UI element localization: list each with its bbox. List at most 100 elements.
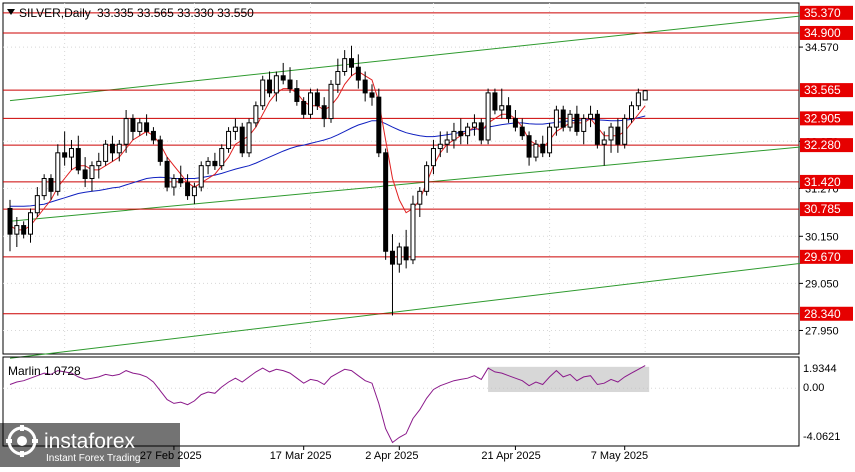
candle-body-down [109, 143, 115, 154]
candle-body-up [430, 148, 436, 167]
candle-body-up [547, 126, 553, 154]
channel-upper-line [9, 12, 830, 102]
candle-body-down [314, 92, 320, 107]
candle-body-up [553, 109, 559, 128]
candle-body-up [499, 105, 505, 111]
price-axis: 34.57027.95029.05030.15031.27032.37035.3… [799, 5, 853, 337]
trend-channel [9, 12, 830, 359]
price-tick-label: 30.150 [805, 231, 839, 243]
candle-body-down [7, 207, 13, 235]
channel-lower-line [9, 143, 830, 222]
candle-body-down [21, 225, 27, 235]
level-price-tag [800, 138, 853, 153]
candle-body-up [410, 203, 416, 261]
candle-body-down [376, 96, 382, 154]
candle-body-up [622, 118, 628, 145]
candle-body-down [506, 105, 512, 120]
candle [547, 122, 553, 158]
price-tick-label: 29.050 [805, 278, 839, 290]
candle [437, 131, 443, 158]
candle-body-up [55, 152, 61, 192]
candle [273, 71, 279, 102]
candle [7, 199, 13, 252]
candle-body-up [219, 148, 225, 167]
candle [41, 174, 47, 200]
level-price-tag [800, 5, 853, 20]
candle-body-up [335, 70, 341, 85]
candle-body-down [75, 148, 81, 171]
candle-body-up [567, 113, 573, 128]
candle [253, 101, 259, 128]
candle [588, 105, 594, 128]
candle [567, 110, 573, 132]
candle [465, 122, 471, 145]
chart-header: SILVER,Daily 33.335 33.565 33.330 33.550 [7, 6, 254, 20]
candle-body-down [458, 130, 464, 137]
price-pane: 34.57027.95029.05030.15031.27032.37035.3… [2, 2, 853, 359]
candle [540, 135, 546, 158]
candle-body-up [485, 92, 491, 141]
level-price-label: 28.340 [804, 307, 841, 321]
ohlc-values: 33.335 33.565 33.330 33.550 [97, 6, 254, 20]
candle [301, 97, 307, 119]
candle-body-up [328, 83, 334, 120]
candle-body-down [287, 79, 293, 90]
candle [485, 88, 491, 145]
collapse-triangle-icon[interactable] [7, 9, 15, 15]
candle-body-up [451, 130, 457, 141]
candle [48, 174, 54, 200]
candle-body-up [226, 130, 232, 150]
candle-body-down [280, 75, 286, 81]
symbol-label: SILVER,Daily [19, 6, 91, 20]
candle-body-down [389, 250, 395, 265]
candle-body-down [82, 169, 88, 180]
level-price-tag [800, 249, 853, 264]
candle [130, 114, 136, 140]
candle [14, 217, 20, 247]
candle-body-up [14, 225, 20, 235]
level-price-tag [800, 306, 853, 321]
ma-fast-line [9, 70, 646, 231]
indicator-pane-frame [2, 356, 800, 447]
candle [451, 122, 457, 149]
candle [287, 67, 293, 93]
candle-body-up [198, 165, 204, 188]
candle [137, 118, 143, 136]
candle [615, 118, 621, 153]
candle-body-down [574, 113, 580, 132]
candle-body-up [246, 122, 252, 154]
level-price-label: 32.280 [804, 138, 841, 152]
candle [424, 161, 430, 196]
candle [629, 101, 635, 123]
candle [396, 242, 402, 273]
candle-body-up [417, 190, 423, 205]
candle-body-down [526, 135, 532, 158]
candle-body-up [273, 75, 279, 94]
candle [444, 131, 450, 153]
watermark-tagline: Instant Forex Trading [46, 453, 141, 464]
candle [492, 88, 498, 115]
candle-body-down [178, 178, 184, 184]
candle [260, 75, 266, 111]
candle [526, 131, 532, 166]
candle [62, 131, 68, 166]
candle-body-up [629, 105, 635, 120]
candle-body-up [608, 126, 614, 141]
price-tick-label: 34.570 [805, 42, 839, 54]
candle [328, 80, 334, 123]
indicator-shade-rect [488, 366, 650, 393]
candle-body-down [130, 118, 136, 132]
candle [212, 152, 218, 170]
time-tick-label: 17 Mar 2025 [270, 450, 332, 462]
candle [157, 135, 163, 166]
candle-body-up [103, 143, 109, 162]
candle [185, 174, 191, 200]
candle-body-up [642, 90, 648, 101]
candle-body-up [635, 92, 641, 107]
candle [601, 131, 607, 166]
candle [560, 105, 566, 132]
candle-body-up [116, 143, 122, 154]
level-price-tag [800, 202, 853, 217]
candlesticks [7, 45, 648, 316]
